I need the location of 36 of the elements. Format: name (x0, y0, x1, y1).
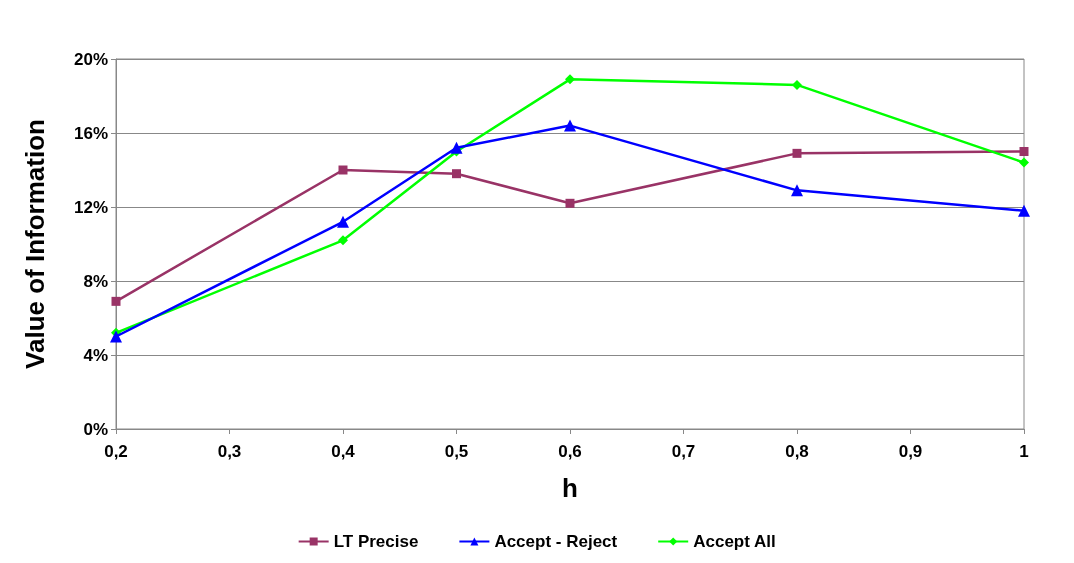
y-axis-title: Value of Information (20, 119, 50, 369)
x-tick-label: 0,2 (104, 442, 128, 461)
point (450, 141, 463, 154)
x-axis-title: h (562, 473, 578, 503)
point (565, 74, 575, 85)
point (564, 119, 576, 132)
y-tick-label: 20% (73, 49, 108, 69)
x-tick-label: 0,8 (785, 442, 809, 461)
x-tick-label: 0,5 (444, 442, 469, 461)
point (791, 184, 803, 197)
point (792, 148, 802, 158)
point (1019, 147, 1029, 156)
x-tick-label: 0,3 (217, 442, 242, 461)
y-tick-label: 0% (83, 419, 108, 439)
point (1018, 204, 1030, 217)
y-tick-label: 12% (73, 197, 108, 217)
point (110, 330, 122, 343)
x-tick-label: 0,7 (671, 442, 696, 461)
y-tick-label: 8% (83, 271, 108, 291)
point (338, 165, 348, 175)
legend-label: LT Precise (333, 532, 419, 551)
point (792, 79, 802, 90)
legend-label: Accept - Reject (494, 532, 618, 551)
point (111, 296, 121, 306)
x-tick-label: 0,9 (898, 442, 923, 461)
point (452, 169, 461, 179)
y-tick-label: 4% (83, 345, 108, 365)
x-tick-label: 0,4 (331, 442, 356, 461)
x-tick-label: 1 (1019, 442, 1029, 461)
legend-label: Accept All (693, 532, 776, 551)
point (338, 235, 348, 246)
point (337, 215, 349, 228)
point (565, 198, 575, 208)
point (1019, 157, 1029, 168)
x-tick-label: 0,6 (558, 442, 582, 461)
y-tick-label: 16% (73, 123, 108, 143)
